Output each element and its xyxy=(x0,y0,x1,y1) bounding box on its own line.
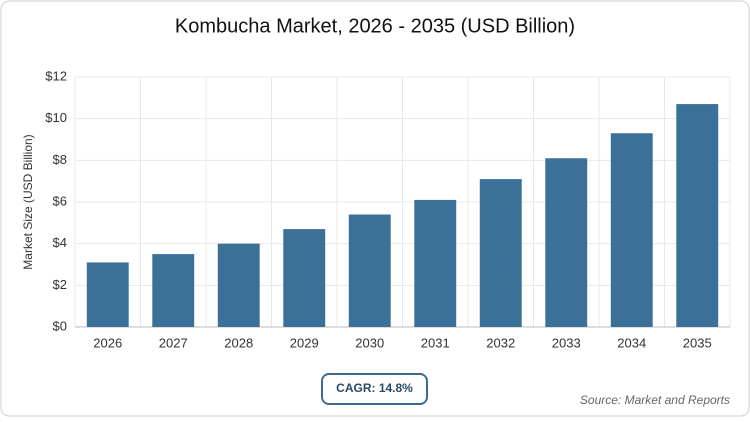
bar xyxy=(152,254,195,327)
x-tick-label: 2033 xyxy=(552,335,581,350)
bar xyxy=(479,179,522,327)
x-tick-label: 2032 xyxy=(486,335,515,350)
x-tick-label: 2030 xyxy=(355,335,384,350)
chart-title: Kombucha Market, 2026 - 2035 (USD Billio… xyxy=(175,15,575,37)
y-tick-label: $4 xyxy=(53,235,67,250)
x-tick-label: 2035 xyxy=(683,335,712,350)
y-tick-label: $10 xyxy=(45,110,67,125)
y-tick-label: $2 xyxy=(53,277,67,292)
bar xyxy=(348,214,391,327)
cagr-label: CAGR: 14.8% xyxy=(336,381,413,395)
y-tick-label: $12 xyxy=(45,68,67,83)
y-tick-label: $0 xyxy=(53,318,67,333)
bar xyxy=(86,262,129,327)
x-tick-label: 2026 xyxy=(93,335,122,350)
source: Source: Market and Reports xyxy=(580,393,730,407)
x-tick-label: 2031 xyxy=(421,335,450,350)
y-axis-label: Market Size (USD Billion) xyxy=(21,134,35,269)
x-tick-label: 2027 xyxy=(159,335,188,350)
bar xyxy=(217,243,260,327)
x-tick-label: 2029 xyxy=(290,335,319,350)
bar xyxy=(414,199,457,327)
bar xyxy=(545,158,588,327)
y-tick-label: $8 xyxy=(53,152,67,167)
bar xyxy=(676,104,719,327)
bar xyxy=(283,229,326,327)
x-tick-label: 2028 xyxy=(224,335,253,350)
cagr-box xyxy=(321,373,428,405)
y-tick-label: $6 xyxy=(53,193,67,208)
x-tick-label: 2034 xyxy=(617,335,646,350)
bar xyxy=(610,133,653,327)
